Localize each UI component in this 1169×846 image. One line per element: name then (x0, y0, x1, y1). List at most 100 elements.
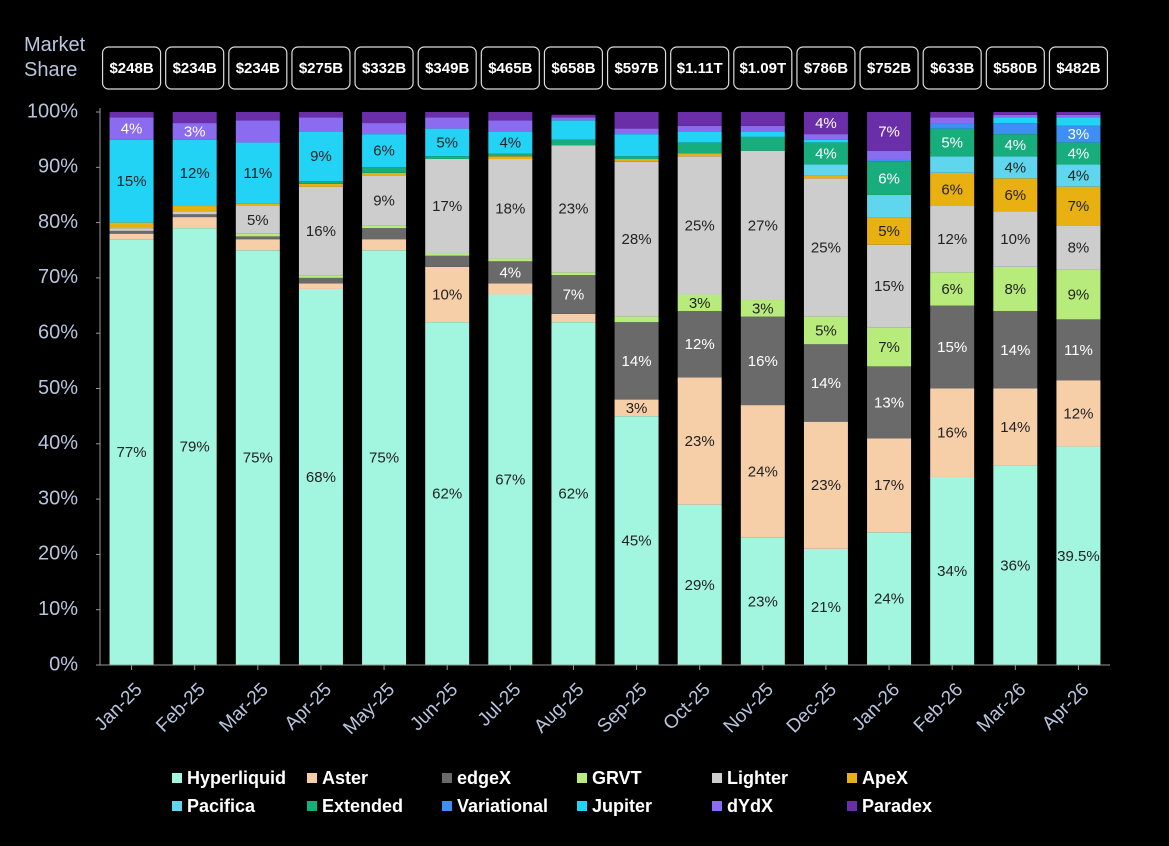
legend-swatch (172, 801, 182, 811)
bar-segment (298, 275, 343, 278)
data-label: 7% (878, 123, 900, 140)
total-label: $633B (930, 60, 974, 77)
bar-segment (993, 117, 1038, 124)
legend-label: ApeX (862, 768, 908, 788)
data-label: 3% (184, 123, 206, 140)
bar-segment (930, 172, 975, 207)
bar-segment (488, 159, 533, 259)
bar-segment (993, 134, 1038, 157)
bar-segment (362, 134, 407, 168)
data-label: 7% (878, 339, 900, 356)
bar-segment (867, 366, 912, 439)
bar-segment (803, 134, 848, 140)
legend-swatch (307, 801, 317, 811)
data-label: 7% (563, 286, 585, 303)
bar-segment (867, 112, 912, 151)
bar-segment (298, 183, 343, 187)
bar-segment (362, 167, 407, 173)
bar-segment (551, 275, 596, 314)
data-label: 4% (1068, 168, 1090, 185)
total-label: $332B (362, 60, 406, 77)
bar-segment (172, 206, 217, 212)
y-tick-label: 70% (38, 266, 78, 288)
bar-segment (930, 476, 975, 665)
bar-segment (1056, 225, 1101, 270)
bar-segment (172, 211, 217, 215)
data-label: 3% (626, 400, 648, 417)
bar-segment (1056, 269, 1101, 320)
data-label: 4% (1004, 137, 1026, 154)
legend-swatch (307, 773, 317, 783)
total-label: $597B (614, 60, 658, 77)
bar-segment (803, 548, 848, 665)
data-label: 12% (1063, 405, 1093, 422)
total-label: $234B (173, 60, 217, 77)
legend-label: Hyperliquid (187, 768, 286, 788)
bar-segment (740, 405, 785, 538)
data-label: 14% (811, 375, 841, 392)
x-tick-label: Apr-26 (1038, 679, 1093, 734)
bar-segment (425, 255, 470, 267)
bar-segment (298, 112, 343, 118)
bar-segment (930, 156, 975, 173)
data-label: 9% (373, 192, 395, 209)
legend-swatch (577, 773, 587, 783)
data-label: 4% (121, 121, 143, 138)
bar-segment (740, 300, 785, 317)
bar-segment (803, 164, 848, 176)
bar-segment (740, 112, 785, 126)
bar-segment (235, 120, 280, 143)
data-label: 45% (622, 533, 652, 550)
data-label: 6% (1004, 187, 1026, 204)
bar-segment (677, 156, 722, 295)
bar-segment (298, 288, 343, 665)
bar-segment (993, 178, 1038, 212)
bar-segment (930, 112, 975, 118)
legend-swatch (847, 801, 857, 811)
total-box (354, 46, 414, 90)
bar-segment (551, 272, 596, 276)
bar-segment (172, 214, 217, 218)
y-axis-label: Market Share (24, 34, 86, 81)
bar-segment (362, 228, 407, 240)
data-label: 75% (369, 450, 399, 467)
x-tick-label: Oct-25 (660, 679, 715, 734)
bar-segment (677, 125, 722, 132)
bar-segment (930, 388, 975, 477)
bar-segment (235, 206, 280, 234)
bar-segment (551, 120, 596, 140)
bar-segment (614, 128, 659, 135)
bar-segment (488, 261, 533, 284)
data-label: 4% (499, 264, 521, 281)
total-box (291, 46, 351, 90)
total-box (543, 46, 604, 90)
total-label: $752B (867, 60, 911, 77)
data-label: 9% (1068, 286, 1090, 303)
bar-segment (993, 112, 1038, 115)
bar-segment (740, 150, 785, 301)
bar-segment (551, 114, 596, 118)
bar-segment (109, 117, 154, 140)
data-label: 4% (1004, 159, 1026, 176)
bar-segment (488, 156, 533, 160)
bar-segment (298, 186, 343, 276)
data-label: 67% (495, 472, 525, 489)
bar-segment (551, 145, 596, 273)
data-label: 8% (1068, 239, 1090, 256)
bar-segment (803, 139, 848, 143)
bar-segment (109, 239, 154, 665)
data-label: 9% (310, 148, 332, 165)
bar-segment (362, 112, 407, 124)
x-tick-label: Sep-25 (593, 679, 651, 737)
bar-segment (109, 233, 154, 240)
total-label: $465B (488, 60, 532, 77)
data-label: 3% (689, 295, 711, 312)
total-label: $482B (1056, 60, 1100, 77)
data-label: 4% (815, 145, 837, 162)
data-label: 14% (1000, 419, 1030, 436)
data-label: 4% (815, 115, 837, 132)
total-box (417, 46, 477, 90)
bar-segment (488, 294, 533, 665)
total-label: $1.09T (739, 60, 786, 77)
